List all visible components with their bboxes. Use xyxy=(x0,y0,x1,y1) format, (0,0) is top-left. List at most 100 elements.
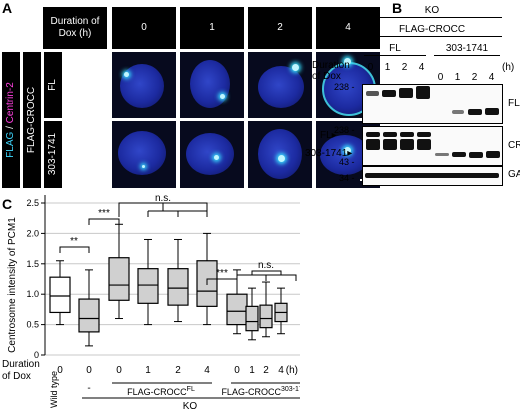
trunc-group-label: FLAG-CROCC303-1741 xyxy=(221,386,300,397)
box-plot xyxy=(259,281,273,338)
blot-band xyxy=(383,132,397,137)
y-tick-label: 1.5 xyxy=(26,259,39,269)
row-label-bar-fl xyxy=(44,52,62,118)
box-body xyxy=(226,293,248,326)
bracket-wt-ko xyxy=(59,246,90,253)
group-303: 303-1741 xyxy=(445,43,489,54)
blot-band xyxy=(366,132,380,137)
nucleus xyxy=(258,129,302,179)
box-plot xyxy=(108,223,130,320)
blot-band xyxy=(468,109,482,115)
micrograph-303-1h xyxy=(180,121,244,188)
panel-a-label: A xyxy=(2,0,13,16)
blot-band xyxy=(452,110,464,114)
box-plot xyxy=(137,238,159,326)
sig-ns-trunc: n.s. xyxy=(258,260,274,271)
panel-c-label: C xyxy=(2,196,13,212)
time-header-3: 4 xyxy=(316,7,380,49)
blot-time-5: 1 xyxy=(454,72,461,83)
flag-blot xyxy=(362,84,503,124)
trunc-group-base: FLAG-CROCC xyxy=(221,387,281,397)
group-fl: FL xyxy=(389,43,401,54)
row-label-fl: FL xyxy=(47,79,58,91)
bracket-ns-fl-sub xyxy=(147,210,208,217)
time-header-2: 2 xyxy=(248,7,312,49)
fl-group-base: FLAG-CROCC xyxy=(127,387,187,397)
blot-band xyxy=(366,91,379,96)
ko-header: KO xyxy=(424,5,440,16)
micrograph-fl-1h xyxy=(180,52,244,118)
box-body xyxy=(108,257,130,301)
box-body xyxy=(167,268,189,306)
blot-band xyxy=(486,151,500,158)
box-series xyxy=(49,223,288,347)
x-time-label: 1 xyxy=(145,365,151,376)
x-time-label: 0 xyxy=(86,365,92,376)
blot-band xyxy=(416,86,430,99)
stain-label-bar xyxy=(2,52,20,188)
x-time-label: 0 xyxy=(234,365,240,376)
duration-header: Duration of Dox (h) xyxy=(43,7,107,49)
box-plot xyxy=(78,269,100,347)
box-body xyxy=(259,304,273,329)
centrosome-signal xyxy=(344,147,351,154)
micrograph-303-0h xyxy=(112,121,176,188)
blot-band xyxy=(417,132,431,137)
ko-underline xyxy=(362,17,502,18)
bracket-ko-fl xyxy=(88,218,120,225)
blot-band xyxy=(400,132,414,137)
x-time-label: 1 xyxy=(249,365,255,376)
y-tick-label: 1.0 xyxy=(26,289,39,299)
time-header-0: 0 xyxy=(112,7,176,49)
sig-ko-fl: *** xyxy=(98,208,110,219)
ko-group-label: KO xyxy=(183,401,198,410)
blot-band xyxy=(417,139,431,150)
y-tick-label: 2.0 xyxy=(26,228,39,238)
x-time-label: 4 xyxy=(204,365,210,376)
blot-band xyxy=(452,152,466,157)
centrosome-signal xyxy=(292,64,299,71)
bracket-fl-trunc xyxy=(206,278,238,285)
panel-b-label: B xyxy=(392,0,403,16)
blot-label-flag: FLAG xyxy=(508,98,520,109)
sig-ns-fl: n.s. xyxy=(155,195,171,204)
box-plot xyxy=(245,287,259,341)
sig-fl-trunc: *** xyxy=(216,268,228,279)
box-body xyxy=(78,298,100,333)
blot-band xyxy=(400,139,414,150)
flag-stain-text: FLAG xyxy=(5,131,16,158)
blot-band xyxy=(399,88,413,98)
box-plot xyxy=(49,260,71,326)
blot-time-2: 2 xyxy=(401,62,408,73)
centrosome-signal xyxy=(214,155,219,160)
centrosome-signal xyxy=(278,155,285,162)
y-axis-label: Centrosome intensity of PCM1 xyxy=(7,217,18,353)
mw-34: 34 - xyxy=(339,173,355,183)
construct-label: FLAG-CROCC xyxy=(26,86,37,154)
x-time-label: 2 xyxy=(263,365,269,376)
box-plot xyxy=(274,287,288,335)
gapdh-blot xyxy=(362,166,503,186)
time-header-1: 1 xyxy=(180,7,244,49)
mw-238-b: 238 - xyxy=(334,125,355,135)
nucleus xyxy=(190,60,230,108)
box-plot xyxy=(167,238,189,323)
y-axis-ticks: 0 0.5 1.0 1.5 2.0 2.5 xyxy=(26,198,45,360)
pcm1-box-chart: 0 0.5 1.0 1.5 2.0 2.5 Centrosome intensity of… xyxy=(2,195,300,410)
construct-underline xyxy=(362,36,502,37)
micrograph-fl-0h xyxy=(112,52,176,118)
box-body xyxy=(137,268,159,304)
mw-43: 43 - xyxy=(339,157,355,167)
x-time-label: 4 xyxy=(278,365,284,376)
significance-brackets xyxy=(59,202,297,285)
arrow-fl-label: FL▸ xyxy=(320,130,337,141)
blot-band xyxy=(382,90,396,97)
arrow-fl-icon: ▸ xyxy=(331,130,337,141)
dox-label-c-line1: Duration xyxy=(2,359,40,370)
centrosome-signal xyxy=(344,58,351,65)
nucleus xyxy=(186,133,234,175)
box-body xyxy=(49,276,71,314)
fl-group-label: FLAG-CROCCFL xyxy=(127,386,195,397)
micrograph-303-2h xyxy=(248,121,312,188)
blot-time-0: 0 xyxy=(367,62,374,73)
